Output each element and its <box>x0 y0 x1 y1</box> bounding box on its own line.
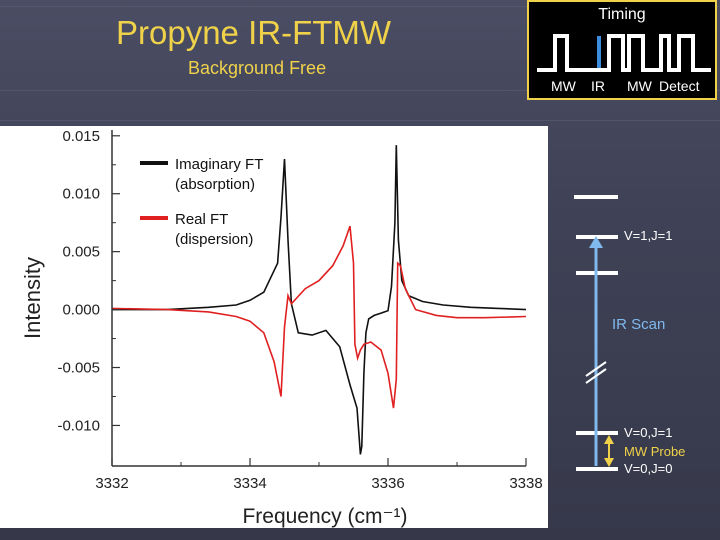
ir-scan-label: IR Scan <box>612 316 666 333</box>
x-axis-label: Frequency (cm⁻¹) <box>242 505 407 528</box>
series-line-1 <box>111 225 527 409</box>
timing-pulse-train <box>537 34 591 72</box>
y-tick-label: 0.010 <box>62 186 100 203</box>
y-tick-label: 0.000 <box>62 302 100 319</box>
spectrum-plot-panel: 0.015 0.010 0.005 0.000 -0.005 -0.010 3332 3334… <box>0 126 548 528</box>
mw-arrow-head-up <box>604 435 614 444</box>
timing-box: Timing MW IR MW Detect <box>527 0 717 100</box>
x-tick-label: 3334 <box>233 475 266 492</box>
y-tick-label: -0.010 <box>57 417 100 434</box>
timing-label-ir: IR <box>591 78 605 94</box>
x-tick-label: 3338 <box>509 475 542 492</box>
x-tick-label: 3336 <box>371 475 404 492</box>
mw-probe-label: MW Probe <box>624 444 686 459</box>
energy-level-diagram <box>574 195 618 471</box>
timing-label-detect: Detect <box>659 78 700 94</box>
spectrum-chart: 0.015 0.010 0.005 0.000 -0.005 -0.010 3332 3334… <box>20 128 543 528</box>
level-label-v1j1: V=1,J=1 <box>624 228 673 243</box>
ir-axis-break-1 <box>585 361 607 377</box>
y-tick-label: -0.005 <box>57 360 100 377</box>
series-line-0 <box>112 145 527 455</box>
legend-label-1: Real FT (dispersion) <box>175 211 253 248</box>
mw-arrow-head-down <box>604 458 614 467</box>
x-tick-label: 3332 <box>95 475 128 492</box>
level-label-v0j1: V=0,J=1 <box>624 425 673 440</box>
legend-label-0: Imaginary FT (absorption) <box>175 156 263 193</box>
timing-label-mw1: MW <box>551 78 576 94</box>
timing-pulse-train-2 <box>591 34 711 72</box>
y-tick-label: 0.005 <box>62 244 100 261</box>
y-axis-label: Intensity <box>20 257 45 339</box>
timing-label-mw2: MW <box>627 78 652 94</box>
y-tick-label: 0.015 <box>62 128 100 145</box>
ir-axis-break-2 <box>585 368 607 384</box>
level-label-v0j0: V=0,J=0 <box>624 461 673 476</box>
ir-arrow-head <box>589 236 603 248</box>
slide-title: Propyne IR-FTMW <box>116 14 392 51</box>
timing-pulse-diagram <box>537 34 711 72</box>
timing-title: Timing <box>598 6 646 23</box>
slide-subtitle: Background Free <box>188 58 327 78</box>
